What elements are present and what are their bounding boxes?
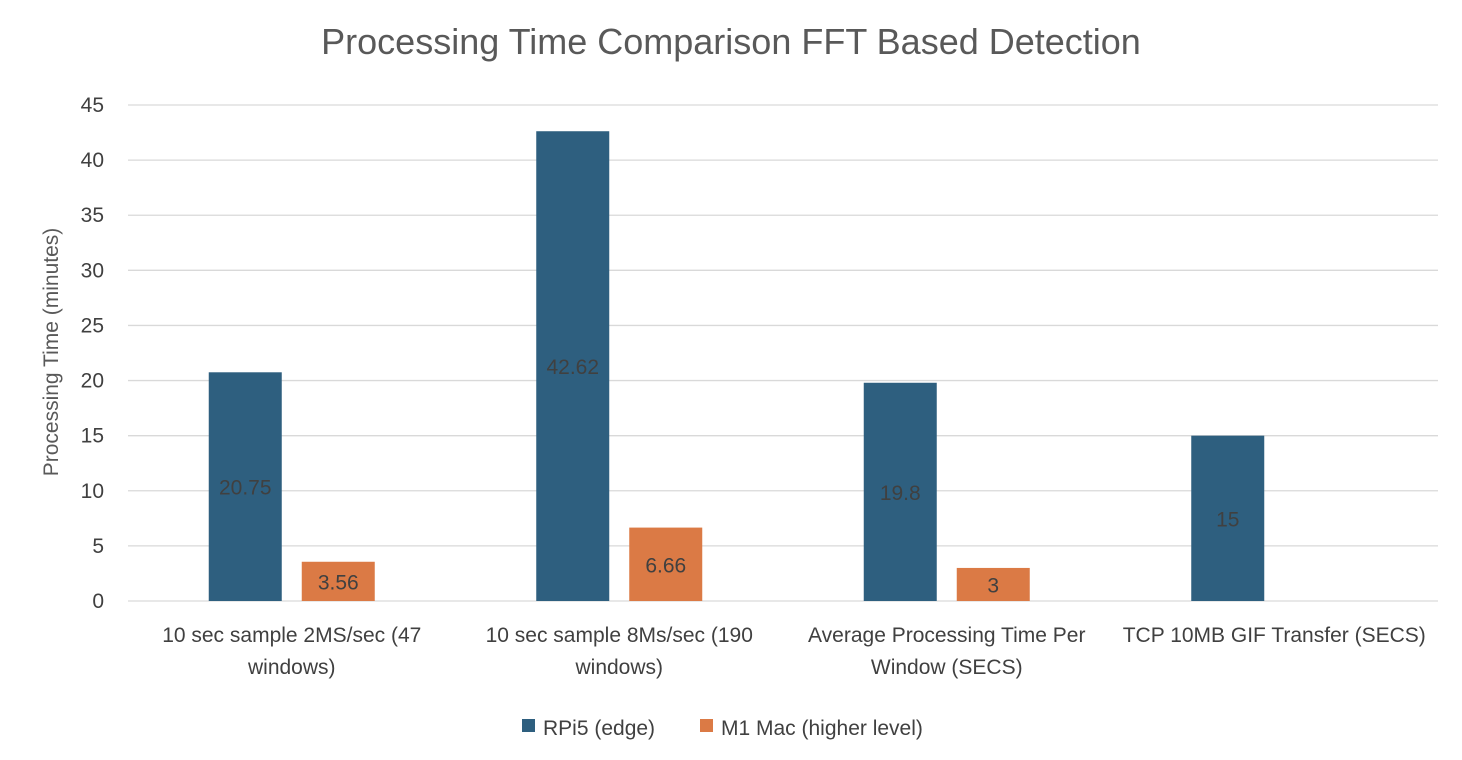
x-category-label: TCP 10MB GIF Transfer (SECS) [1123, 624, 1426, 647]
y-tick-label: 10 [81, 480, 104, 503]
y-tick-label: 30 [81, 259, 104, 282]
y-axis-title: Processing Time (minutes) [40, 228, 63, 477]
y-tick-label: 15 [81, 425, 104, 448]
x-category-label: windows) [574, 656, 663, 679]
y-tick-label: 25 [81, 314, 104, 337]
x-category-label: 10 sec sample 2MS/sec (47 [162, 624, 421, 647]
y-tick-label: 0 [92, 590, 104, 613]
chart-title: Processing Time Comparison FFT Based Det… [321, 21, 1141, 62]
y-axis-ticks: 0 5 10 15 20 25 30 35 40 45 [81, 94, 104, 613]
x-axis-categories: 10 sec sample 2MS/sec (47 windows) 10 sec … [162, 624, 1426, 679]
bar-rpi5 [208, 372, 282, 601]
data-label: 20.75 [219, 477, 272, 500]
bars [208, 131, 1265, 601]
bar-m1-mac [301, 561, 375, 601]
legend-swatch [522, 719, 535, 732]
legend-label: RPi5 (edge) [543, 717, 655, 740]
bar-m1-mac [629, 527, 703, 601]
x-category-label: windows) [247, 656, 336, 679]
x-category-label: Window (SECS) [871, 656, 1023, 679]
data-label: 42.62 [546, 356, 599, 379]
legend: RPi5 (edge) M1 Mac (higher level) [522, 717, 923, 740]
data-label: 6.66 [645, 554, 686, 577]
bar-m1-mac [956, 567, 1030, 601]
x-category-label: 10 sec sample 8Ms/sec (190 [486, 624, 753, 647]
gridlines [128, 104, 1438, 602]
data-label: 19.8 [880, 482, 921, 505]
bar-rpi5 [1191, 435, 1265, 601]
y-tick-label: 40 [81, 149, 104, 172]
data-label: 3 [987, 574, 999, 597]
bar-rpi5 [536, 131, 610, 601]
y-tick-label: 35 [81, 204, 104, 227]
legend-label: M1 Mac (higher level) [721, 717, 923, 740]
y-tick-label: 45 [81, 94, 104, 117]
data-label: 15 [1216, 508, 1239, 531]
y-tick-label: 20 [81, 370, 104, 393]
y-tick-label: 5 [92, 535, 104, 558]
data-labels: 20.75 42.62 19.8 15 3.56 6.66 3 [219, 356, 1239, 597]
legend-swatch [700, 719, 713, 732]
x-category-label: Average Processing Time Per [808, 624, 1085, 647]
data-label: 3.56 [318, 571, 359, 594]
bar-rpi5 [863, 382, 937, 601]
